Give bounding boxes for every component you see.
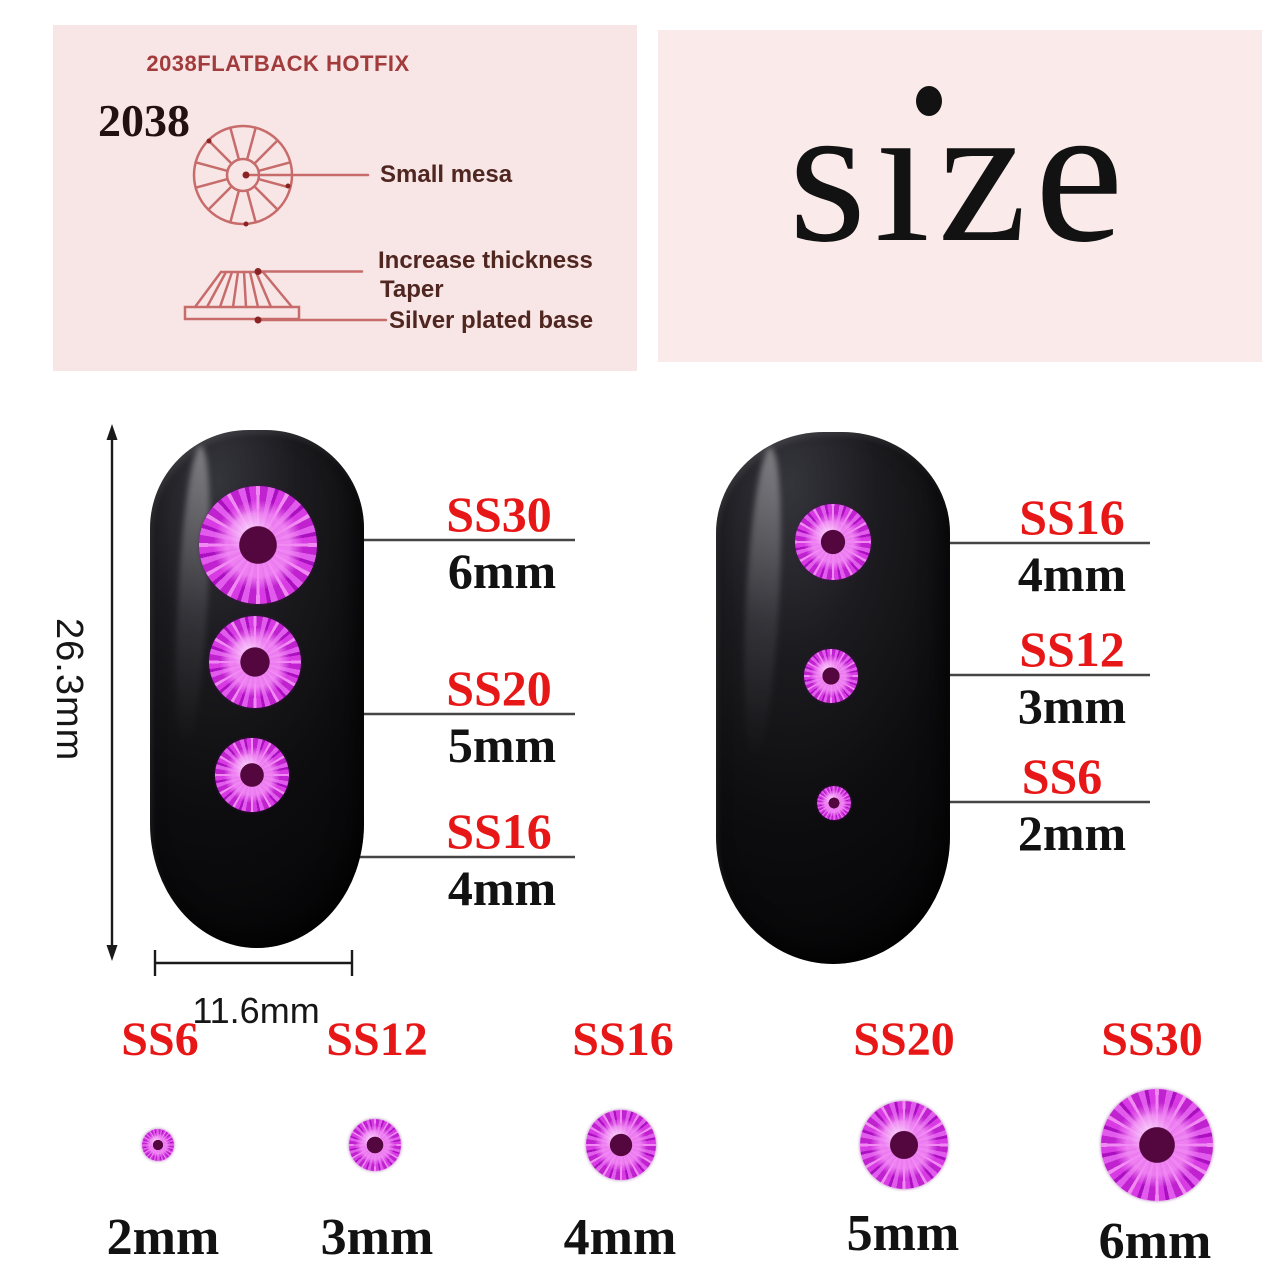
chart-label-ss6: SS6 [121,1013,199,1066]
rhinestone-ss6-on-nail [817,786,851,820]
chart-rhinestone-ss30 [1101,1089,1213,1201]
rhinestone-ss16-on-right-nail [795,504,871,580]
label-4mm-left: 4mm [447,860,557,916]
size-title-dot-icon [916,86,942,116]
model-number: 2038 [98,95,190,146]
label-5mm: 5mm [447,717,557,773]
label-ss16-right: SS16 [1019,489,1125,545]
spec-panel [53,25,637,371]
chart-label-ss12: SS12 [326,1013,428,1066]
chart-label-ss30: SS30 [1101,1013,1203,1066]
chart-rhinestone-ss20 [860,1101,948,1189]
label-ss30: SS30 [446,486,552,542]
label-ss20: SS20 [446,660,552,716]
rhinestone-ss16-on-left-nail [215,738,289,812]
callout-increase-thickness: Increase thickness [378,247,593,274]
spec-panel-title: 2038FLATBACK HOTFIX [146,51,410,76]
rhinestone-ss20-on-nail [209,616,301,708]
chart-rhinestone-ss6 [142,1129,174,1161]
rhinestone-ss30-on-nail [199,486,317,604]
chart-label-2mm: 2mm [106,1209,220,1266]
label-ss6: SS6 [1021,748,1103,804]
width-dimension-line [153,950,354,976]
label-3mm: 3mm [1017,678,1127,734]
chart-label-3mm: 3mm [320,1209,434,1266]
chart-rhinestone-ss16 [586,1110,656,1180]
nail-height-dimension: 26.3mm [48,618,90,762]
rhinestone-ss12-on-nail [804,649,858,703]
label-2mm: 2mm [1017,805,1127,861]
label-4mm-right: 4mm [1017,546,1127,602]
chart-label-ss20: SS20 [853,1013,955,1066]
size-title: sıze [788,63,1132,284]
chart-label-6mm: 6mm [1098,1213,1212,1270]
nail-width-dimension: 11.6mm [192,990,320,1031]
size-title-panel [658,30,1262,362]
chart-label-4mm: 4mm [563,1209,677,1266]
callout-taper: Taper [380,276,444,303]
chart-label-ss16: SS16 [572,1013,674,1066]
chart-label-5mm: 5mm [846,1205,960,1262]
callout-small-mesa: Small mesa [380,161,513,188]
label-6mm: 6mm [447,543,557,599]
label-ss16-left: SS16 [446,803,552,859]
height-dimension-line [106,424,118,961]
label-ss12: SS12 [1019,621,1125,677]
chart-rhinestone-ss12 [349,1119,401,1171]
callout-silver-plated-base: Silver plated base [389,307,594,334]
